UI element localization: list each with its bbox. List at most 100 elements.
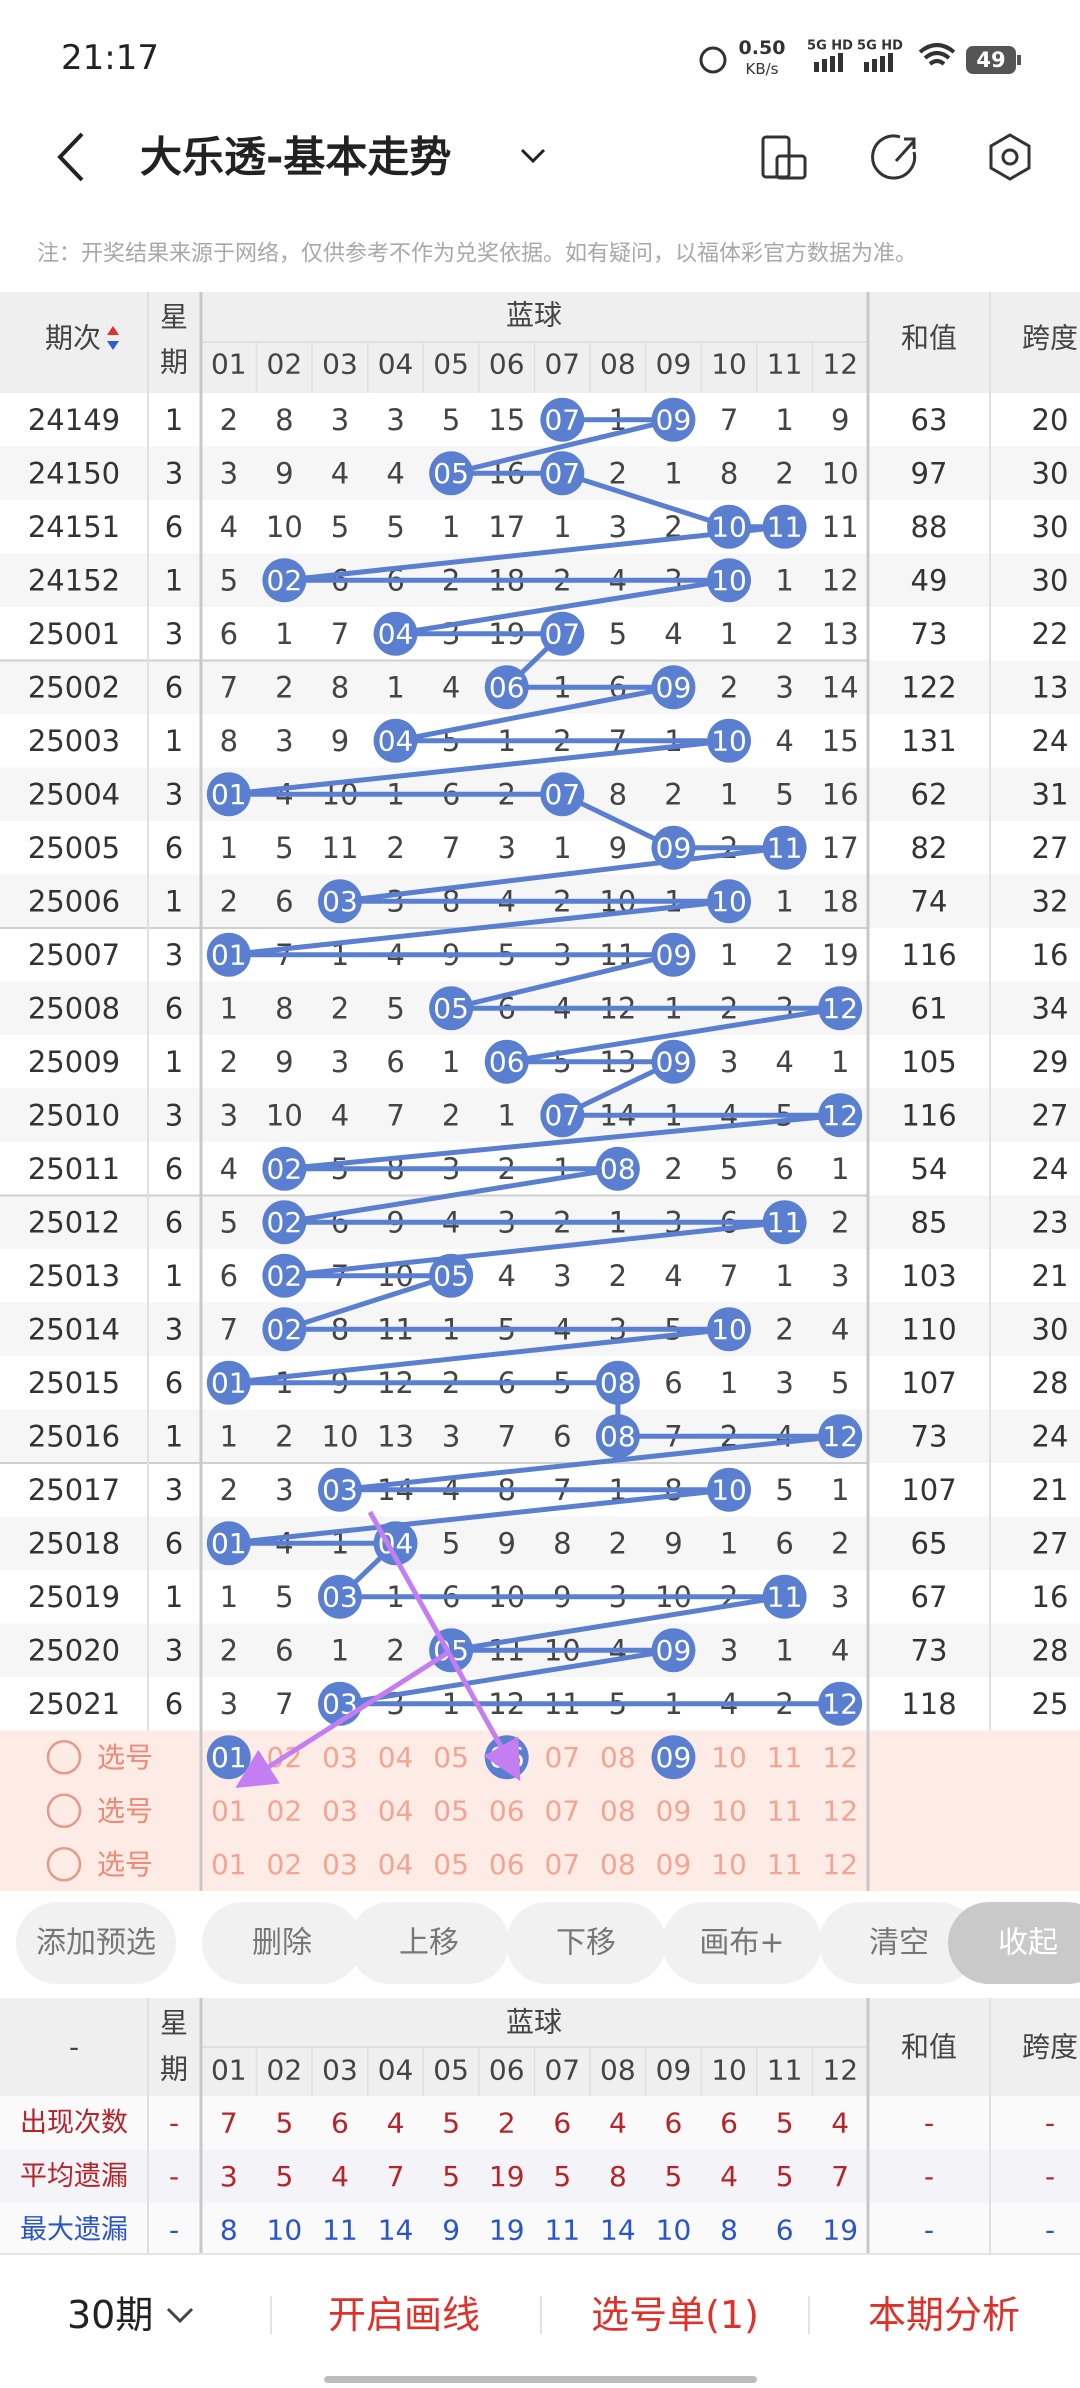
page-title[interactable]: 大乐透-基本走势 xyxy=(140,133,451,182)
weekday: 1 xyxy=(165,1580,183,1614)
omission: 1 xyxy=(831,1152,849,1186)
action-button-label[interactable]: 清空 xyxy=(869,1926,929,1961)
title-dropdown[interactable] xyxy=(520,148,546,164)
sum: 97 xyxy=(911,456,948,490)
stats-value: 5 xyxy=(442,2106,460,2139)
action-button[interactable] xyxy=(16,1902,176,1984)
select-radio[interactable] xyxy=(46,1793,82,1828)
selected-ball[interactable] xyxy=(651,1735,696,1780)
select-number[interactable]: 04 xyxy=(378,1794,414,1827)
select-number[interactable]: 09 xyxy=(656,1848,692,1881)
select-number[interactable]: 02 xyxy=(267,1848,303,1881)
header-weekday: 期 xyxy=(160,346,188,379)
select-number[interactable]: 12 xyxy=(822,1741,858,1774)
action-button-label[interactable]: 添加预选 xyxy=(36,1926,156,1961)
select-number[interactable]: 02 xyxy=(267,1794,303,1827)
select-number[interactable]: 10 xyxy=(711,1848,747,1881)
weekday: 6 xyxy=(165,831,183,865)
omission: 1 xyxy=(442,510,460,544)
ball xyxy=(707,558,752,603)
select-number[interactable]: 07 xyxy=(544,1741,580,1774)
select-number[interactable]: 08 xyxy=(600,1848,636,1881)
omission: 15 xyxy=(488,403,525,437)
ball-number: 09 xyxy=(656,1045,692,1078)
omission: 17 xyxy=(488,510,525,544)
select-number[interactable]: 01 xyxy=(211,1848,247,1881)
nav-item[interactable]: 开启画线 xyxy=(328,2293,480,2337)
share-icon[interactable] xyxy=(871,134,917,180)
ball xyxy=(484,1039,529,1084)
omission: 1 xyxy=(775,403,793,437)
select-number[interactable]: 12 xyxy=(822,1794,858,1827)
omission: 2 xyxy=(386,831,404,865)
span: 16 xyxy=(1032,938,1069,972)
select-number[interactable]: 11 xyxy=(767,1741,803,1774)
select-radio[interactable] xyxy=(46,1740,82,1775)
action-button[interactable] xyxy=(662,1902,822,1984)
weekday: 6 xyxy=(165,1366,183,1400)
select-number[interactable]: 07 xyxy=(544,1794,580,1827)
stats-value: 6 xyxy=(331,2106,349,2139)
select-label[interactable]: 选号 xyxy=(97,1848,153,1881)
omission: 10 xyxy=(322,1419,359,1453)
select-number[interactable]: 06 xyxy=(489,1794,525,1827)
select-number[interactable]: 10 xyxy=(711,1741,747,1774)
select-number[interactable]: 08 xyxy=(600,1741,636,1774)
action-button-label[interactable]: 下移 xyxy=(556,1926,616,1961)
action-button[interactable] xyxy=(506,1902,666,1984)
header-period[interactable]: 期次 xyxy=(45,322,101,355)
select-number[interactable]: 11 xyxy=(767,1848,803,1881)
stats-label: 出现次数 xyxy=(20,2107,128,2138)
battery xyxy=(966,46,1016,74)
header-span[interactable]: 跨度 xyxy=(1022,322,1078,355)
select-number[interactable]: 06 xyxy=(489,1848,525,1881)
sort-down[interactable] xyxy=(107,341,119,350)
action-button-label[interactable]: 画布+ xyxy=(699,1926,784,1961)
stats-value: 4 xyxy=(387,2106,405,2139)
select-radio[interactable] xyxy=(46,1847,82,1882)
omission: 5 xyxy=(775,1473,793,1507)
select-number[interactable]: 12 xyxy=(822,1848,858,1881)
action-button[interactable] xyxy=(948,1902,1080,1984)
orientation-icon[interactable] xyxy=(761,135,807,180)
select-number[interactable]: 05 xyxy=(433,1848,469,1881)
column-label: 04 xyxy=(378,2054,414,2087)
select-number[interactable]: 03 xyxy=(322,1741,358,1774)
action-button-label[interactable]: 删除 xyxy=(252,1926,312,1961)
select-number[interactable]: 03 xyxy=(322,1848,358,1881)
span: 24 xyxy=(1032,1152,1069,1186)
action-button-label[interactable]: 收起 xyxy=(998,1926,1058,1961)
period-select[interactable]: 30期 xyxy=(67,2293,153,2337)
select-number[interactable]: 01 xyxy=(211,1741,247,1774)
select-number[interactable]: 03 xyxy=(322,1794,358,1827)
select-number[interactable]: 05 xyxy=(433,1794,469,1827)
select-number[interactable]: 11 xyxy=(767,1794,803,1827)
ball-number: 09 xyxy=(656,938,692,971)
sort-up[interactable] xyxy=(107,326,119,335)
omission: 1 xyxy=(720,1366,738,1400)
nav-item[interactable]: 选号单(1) xyxy=(591,2293,759,2337)
period-chevron[interactable] xyxy=(166,2307,194,2324)
action-button[interactable] xyxy=(202,1902,362,1984)
select-label[interactable]: 选号 xyxy=(97,1741,153,1774)
select-number[interactable]: 04 xyxy=(378,1741,414,1774)
select-number[interactable]: 09 xyxy=(656,1741,692,1774)
action-button-label[interactable]: 上移 xyxy=(399,1926,459,1961)
settings-icon[interactable] xyxy=(989,133,1031,181)
ball xyxy=(762,1200,807,1245)
back-button[interactable] xyxy=(57,132,84,182)
action-button[interactable] xyxy=(349,1902,509,1984)
header-blue: 蓝球 xyxy=(506,2006,562,2039)
nav-item[interactable]: 本期分析 xyxy=(868,2293,1020,2337)
select-number[interactable]: 01 xyxy=(211,1794,247,1827)
select-number[interactable]: 08 xyxy=(600,1794,636,1827)
select-number[interactable]: 04 xyxy=(378,1848,414,1881)
select-label[interactable]: 选号 xyxy=(97,1794,153,1827)
sum: 67 xyxy=(911,1580,948,1614)
select-number[interactable]: 10 xyxy=(711,1794,747,1827)
select-number[interactable]: 05 xyxy=(433,1741,469,1774)
select-number[interactable]: 07 xyxy=(544,1848,580,1881)
select-number[interactable]: 09 xyxy=(656,1794,692,1827)
header-sum[interactable]: 和值 xyxy=(901,322,957,355)
action-button[interactable] xyxy=(819,1902,979,1984)
